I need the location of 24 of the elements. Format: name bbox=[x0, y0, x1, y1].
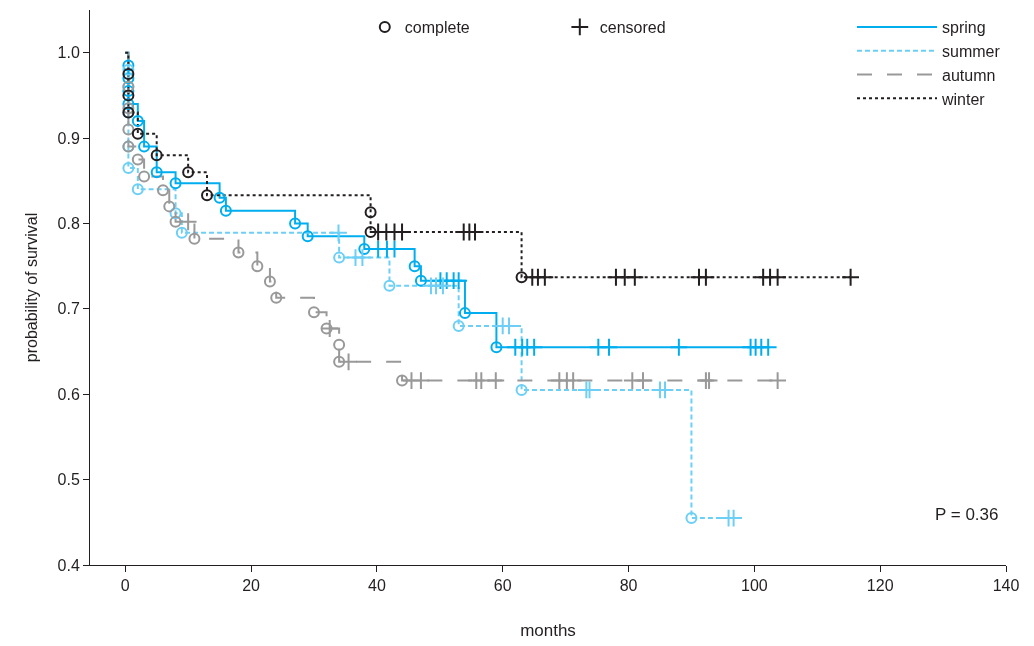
annotation: P = 0.36 bbox=[935, 505, 999, 524]
legend-label: summer bbox=[942, 42, 1001, 60]
x-tick-label: 0 bbox=[120, 577, 130, 595]
x-tick-label: 100 bbox=[741, 577, 768, 595]
y-axis-title: probability of survival bbox=[23, 212, 41, 363]
y-tick-label: 0.9 bbox=[57, 129, 80, 147]
y-tick-label: 0.4 bbox=[57, 556, 80, 574]
legend-label: complete bbox=[404, 19, 470, 37]
x-tick-label: 60 bbox=[493, 577, 512, 595]
y-tick-label: 0.5 bbox=[57, 471, 80, 489]
x-tick-label: 120 bbox=[866, 577, 894, 595]
y-tick-label: 1.0 bbox=[57, 44, 80, 62]
legend-label: censored bbox=[599, 19, 666, 37]
legend-label: spring bbox=[942, 19, 986, 37]
y-tick-label: 0.6 bbox=[57, 385, 80, 403]
y-tick-label: 0.7 bbox=[57, 300, 80, 318]
x-tick-label: 40 bbox=[367, 577, 386, 595]
legend-label: autumn bbox=[942, 66, 996, 84]
y-tick-label: 0.8 bbox=[57, 215, 80, 233]
x-tick-label: 80 bbox=[619, 577, 638, 595]
x-tick-label: 20 bbox=[242, 577, 261, 595]
x-axis-title: months bbox=[520, 620, 576, 640]
legend-label: winter bbox=[941, 90, 986, 108]
x-tick-label: 140 bbox=[992, 577, 1020, 595]
